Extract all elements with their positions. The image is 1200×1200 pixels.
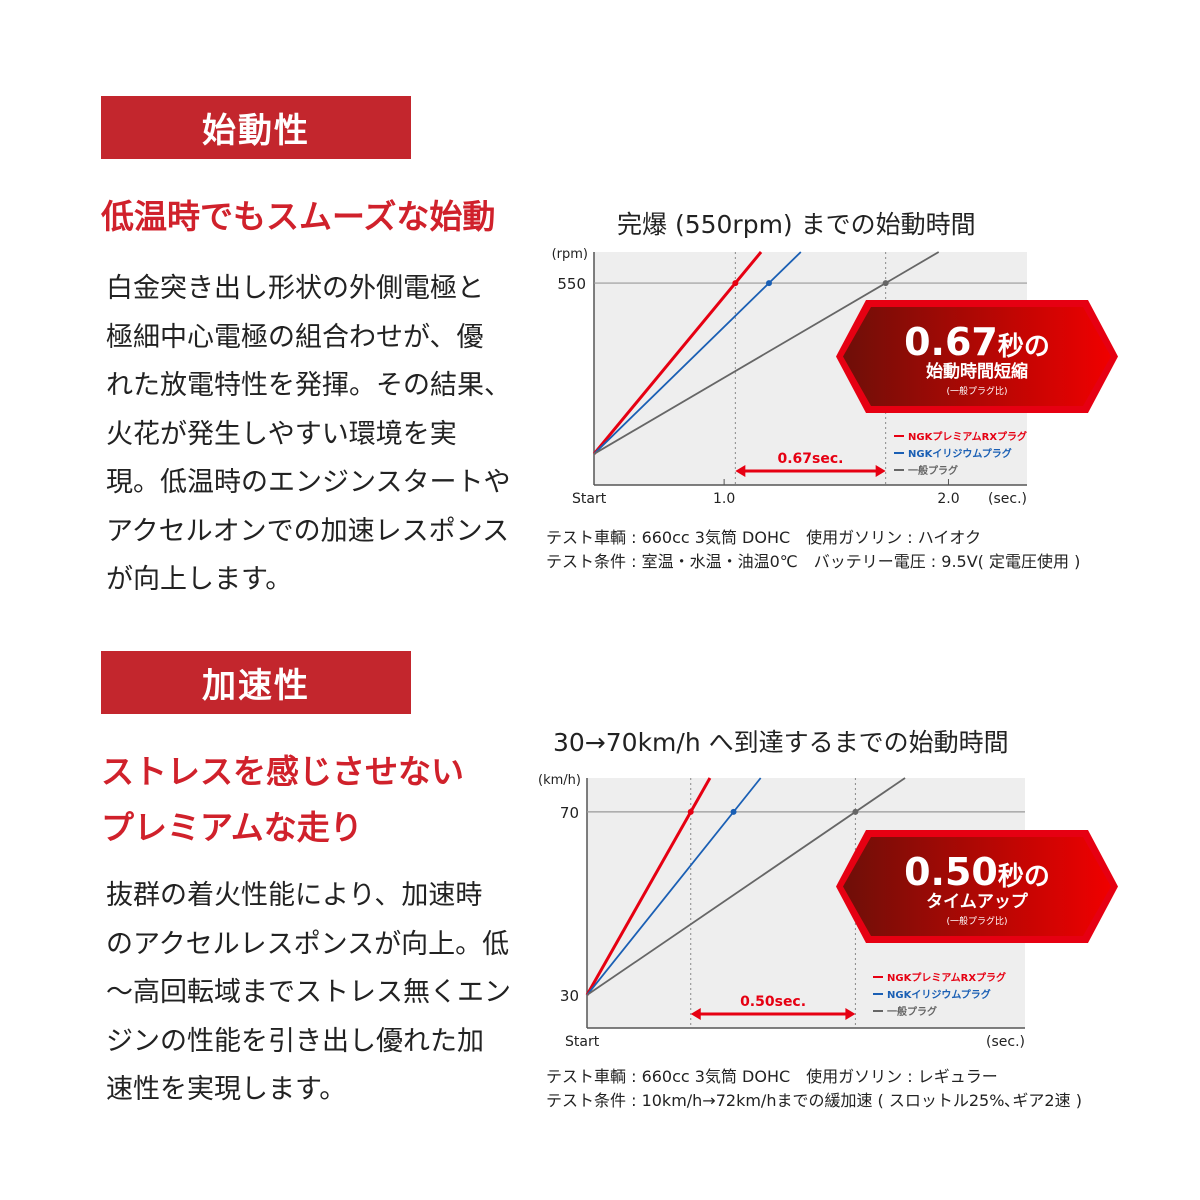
series-point-0 bbox=[732, 280, 739, 287]
chart-caption-2b: テスト条件 : 10km/h→72km/hまでの緩加速 ( スロットル25%､ギ… bbox=[546, 1091, 1082, 1110]
legend-label: NGKプレミアムRXプラグ bbox=[887, 971, 1006, 984]
x-start-label: Start bbox=[565, 1034, 600, 1050]
x-start-label: Start bbox=[572, 491, 607, 507]
badge-line2: 始動時間短縮 bbox=[926, 361, 1028, 382]
y-axis-label: (rpm) bbox=[552, 247, 588, 262]
x-tick-label: 1.0 bbox=[713, 491, 735, 507]
series-line-0 bbox=[592, 251, 763, 455]
arrow-head-right bbox=[875, 465, 886, 477]
legend-label: NGKイリジウムプラグ bbox=[908, 447, 1012, 460]
badge-inner bbox=[843, 837, 1111, 936]
series-line-2 bbox=[586, 777, 906, 996]
series-point-1 bbox=[765, 280, 772, 287]
legend-label: 一般プラグ bbox=[908, 464, 958, 477]
gap-label: 0.50sec. bbox=[740, 994, 806, 1010]
legend-label: 一般プラグ bbox=[887, 1005, 937, 1018]
section-subtitle-starting: 低温時でもスムーズな始動 bbox=[101, 197, 496, 236]
badge-inner bbox=[843, 307, 1111, 406]
x-tick-label: 2.0 bbox=[937, 491, 959, 507]
section-header-acceleration: 加速性 bbox=[101, 651, 411, 714]
chart-caption-2a: テスト車輌 : 660cc 3気筒 DOHC 使用ガソリン : レギュラー bbox=[546, 1067, 998, 1086]
badge-value: 0.50秒の bbox=[904, 850, 1050, 894]
gap-label: 0.67sec. bbox=[778, 451, 844, 467]
section-header-starting: 始動性 bbox=[101, 96, 411, 159]
y-tick-label: 30 bbox=[560, 987, 579, 1005]
y-tick-label: 550 bbox=[557, 275, 586, 293]
chart-caption-1b: テスト条件 : 室温・水温・油温0℃ バッテリー電圧 : 9.5V( 定電圧使用… bbox=[546, 552, 1081, 571]
arrow-head-left bbox=[690, 1008, 701, 1020]
chart-title-1: 完爆 (550rpm) までの始動時間 bbox=[617, 210, 976, 239]
series-point-2 bbox=[882, 280, 889, 287]
badge-line2: タイムアップ bbox=[926, 891, 1029, 912]
badge-line3: (一般プラグ比) bbox=[946, 915, 1007, 927]
x-axis-label: (sec.) bbox=[988, 491, 1027, 507]
legend-label: NGKプレミアムRXプラグ bbox=[908, 430, 1027, 443]
chart-title-2: 30→70km/h へ到達するまでの始動時間 bbox=[553, 728, 1009, 757]
section-body-acceleration: 抜群の着火性能により、加速時 のアクセルレスポンスが向上。低 〜高回転域までスト… bbox=[106, 880, 511, 1105]
series-line-1 bbox=[593, 251, 802, 455]
arrow-head-left bbox=[735, 465, 746, 477]
x-axis-label: (sec.) bbox=[986, 1034, 1025, 1050]
series-point-1 bbox=[730, 808, 737, 815]
legend-label: NGKイリジウムプラグ bbox=[887, 988, 991, 1001]
arrow-head-right bbox=[845, 1008, 856, 1020]
badge-line3: (一般プラグ比) bbox=[946, 385, 1007, 397]
y-axis-label: (km/h) bbox=[538, 773, 581, 788]
section-body-starting: 白金突き出し形状の外側電極と 極細中心電極の組合わせが、優 れた放電特性を発揮。… bbox=[106, 273, 511, 595]
chart-caption-1a: テスト車輌 : 660cc 3気筒 DOHC 使用ガソリン : ハイオク bbox=[546, 528, 982, 547]
badge-value: 0.67秒の bbox=[904, 320, 1050, 364]
series-point-0 bbox=[687, 808, 694, 815]
y-tick-label: 70 bbox=[560, 804, 579, 822]
series-line-2 bbox=[593, 251, 940, 455]
series-point-2 bbox=[852, 808, 859, 815]
section-subtitle-acceleration: ストレスを感じさせない プレミアムな走り bbox=[101, 752, 464, 847]
